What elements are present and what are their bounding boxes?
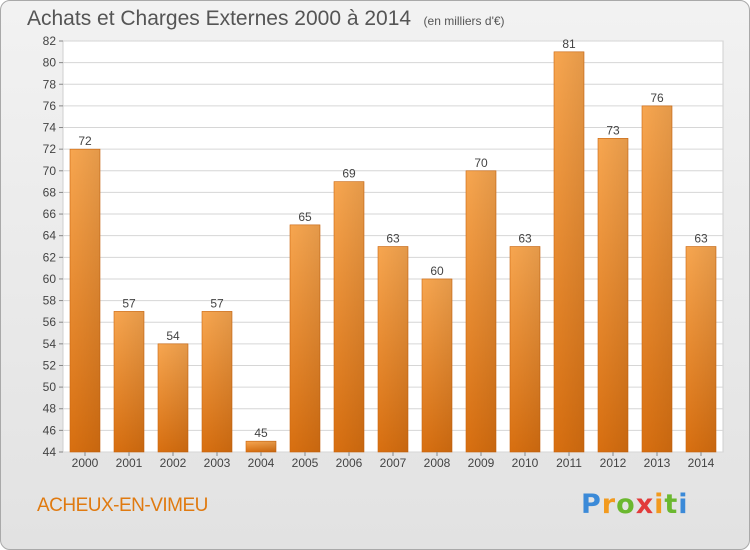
data-label: 63 <box>518 232 532 246</box>
y-tick-label: 76 <box>43 99 57 113</box>
x-tick-label: 2006 <box>336 456 363 470</box>
y-tick-label: 52 <box>43 358 57 372</box>
chart-subtitle: (en milliers d'€) <box>423 14 505 28</box>
data-label: 63 <box>694 232 708 246</box>
x-tick-label: 2005 <box>292 456 319 470</box>
bar-shade-2007 <box>378 246 408 452</box>
data-label: 72 <box>78 134 92 148</box>
bar-shade-2003 <box>202 311 232 452</box>
data-label: 60 <box>430 264 444 278</box>
y-tick-label: 64 <box>43 229 57 243</box>
x-tick-label: 2000 <box>72 456 99 470</box>
data-label: 69 <box>342 167 356 181</box>
brand-logo: Proxiti <box>581 489 689 520</box>
x-tick-label: 2007 <box>380 456 407 470</box>
bar-shade-2000 <box>70 149 100 452</box>
x-tick-label: 2001 <box>116 456 143 470</box>
x-tick-label: 2002 <box>160 456 187 470</box>
x-tick-label: 2011 <box>556 456 582 470</box>
bar-shade-2014 <box>686 246 716 452</box>
x-tick-label: 2012 <box>600 456 627 470</box>
y-tick-label: 50 <box>43 380 57 394</box>
y-tick-label: 58 <box>43 294 57 308</box>
y-tick-label: 80 <box>43 56 57 70</box>
data-labels: 72 57 54 57 45 65 69 63 60 70 63 81 73 76 63 <box>78 37 708 440</box>
bar-shade-2010 <box>510 246 540 452</box>
x-tick-label: 2013 <box>644 456 671 470</box>
y-tick-label: 48 <box>43 402 57 416</box>
data-label: 70 <box>474 156 488 170</box>
x-tick-label: 2004 <box>248 456 275 470</box>
x-tick-label: 2009 <box>468 456 495 470</box>
bars <box>69 51 717 453</box>
y-tick-label: 78 <box>43 77 57 91</box>
x-tick-label: 2010 <box>512 456 539 470</box>
bar-shade-2012 <box>598 138 628 452</box>
data-label: 73 <box>606 123 620 137</box>
x-axis: 2000 2001 2002 2003 2004 2005 2006 2007 2008 2009… <box>72 452 715 470</box>
y-tick-label: 82 <box>43 34 57 48</box>
y-tick-label: 56 <box>43 315 57 329</box>
chart-title-main: Achats et Charges Externes 2000 à 2014 <box>27 7 412 30</box>
y-tick-label: 72 <box>43 142 57 156</box>
bar-shade-2009 <box>466 170 496 452</box>
y-tick-label: 66 <box>43 207 57 221</box>
data-label: 57 <box>122 296 136 310</box>
data-label: 65 <box>298 210 312 224</box>
bar-shade-2006 <box>334 181 364 452</box>
data-label: 45 <box>254 426 268 440</box>
chart-title: Achats et Charges Externes 2000 à 2014 (… <box>27 7 505 31</box>
bar-shade-2008 <box>422 278 452 452</box>
city-name: ACHEUX-EN-VIMEU <box>37 495 208 516</box>
data-label: 81 <box>562 37 576 51</box>
y-tick-label: 54 <box>43 337 57 351</box>
bar-shade-2011 <box>554 51 584 452</box>
y-tick-label: 44 <box>43 445 57 459</box>
y-tick-label: 60 <box>43 272 57 286</box>
bar-shade-2002 <box>158 343 188 452</box>
bar-shade-2001 <box>114 311 144 452</box>
y-tick-label: 46 <box>43 423 57 437</box>
data-label: 76 <box>650 91 664 105</box>
data-label: 54 <box>166 329 180 343</box>
x-tick-label: 2003 <box>204 456 231 470</box>
bar-shade-2005 <box>290 224 320 452</box>
bar-shade-2004 <box>246 441 276 452</box>
data-label: 57 <box>210 296 224 310</box>
bar-shade-2013 <box>642 105 672 452</box>
x-tick-label: 2008 <box>424 456 451 470</box>
data-label: 63 <box>386 232 400 246</box>
y-tick-label: 70 <box>43 164 57 178</box>
y-tick-label: 62 <box>43 250 57 264</box>
y-axis: 44 46 48 50 52 54 56 58 60 62 64 66 68 70 72 74 76 78 80 82 <box>43 34 63 459</box>
y-tick-label: 74 <box>43 121 57 135</box>
x-tick-label: 2014 <box>688 456 715 470</box>
y-tick-label: 68 <box>43 185 57 199</box>
